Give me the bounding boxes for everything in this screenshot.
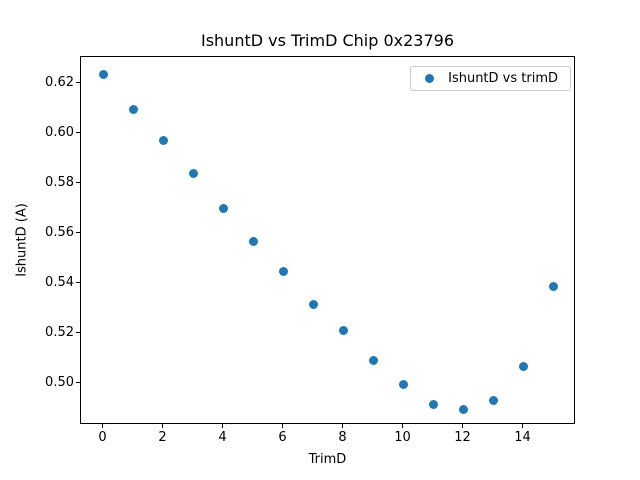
x-tick-mark [162,424,163,428]
legend-marker-dot-icon [425,74,435,83]
y-tick-mark [76,231,80,233]
scatter-point-trimd-4 [219,203,228,213]
x-tick-label: 12 [454,430,471,445]
x-axis-label: TrimD [308,452,347,467]
scatter-point-trimd-0 [99,70,108,79]
scatter-point-trimd-1 [129,104,138,114]
x-tick-label: 6 [278,430,287,445]
y-tick-label: 0.56 [45,224,74,240]
scatter-point-trimd-5 [249,236,258,246]
scatter-point-trimd-7 [309,299,318,309]
legend-label: IshuntD vs trimD [448,71,558,86]
x-tick-label: 2 [158,430,167,445]
x-tick-label: 4 [218,430,227,445]
y-tick-label: 0.52 [45,324,74,340]
y-tick-mark [76,81,80,83]
x-tick-mark [522,424,523,428]
y-tick-mark [76,281,80,283]
y-tick-label: 0.60 [45,124,74,140]
scatter-point-trimd-14 [519,361,528,371]
scatter-point-trimd-9 [369,356,378,366]
y-tick-mark [76,131,80,133]
y-tick-label: 0.54 [45,274,74,290]
y-tick-mark [76,331,80,333]
scatter-point-trimd-15 [549,281,558,291]
x-tick-label: 0 [98,430,107,445]
x-tick-mark [222,424,223,428]
x-tick-mark [102,424,103,428]
scatter-point-trimd-8 [339,325,348,335]
scatter-point-trimd-2 [159,136,168,146]
scatter-point-trimd-3 [189,168,198,178]
x-tick-label: 8 [338,430,347,445]
x-tick-mark [462,424,463,428]
legend: IshuntD vs trimD [410,66,571,91]
y-tick-label: 0.62 [45,74,74,90]
scatter-point-trimd-6 [279,267,288,276]
y-tick-label: 0.58 [45,174,74,190]
y-tick-mark [76,181,80,183]
y-tick-label: 0.50 [45,374,74,390]
x-tick-label: 10 [394,430,411,445]
x-tick-mark [282,424,283,428]
scatter-point-trimd-13 [489,396,498,406]
y-axis-label: IshuntD (A) [14,203,30,277]
scatter-point-trimd-12 [459,405,468,414]
scatter-point-trimd-10 [399,380,408,389]
scatter-point-trimd-11 [429,399,438,409]
x-tick-mark [342,424,343,428]
x-tick-mark [402,424,403,428]
x-tick-label: 14 [514,430,531,445]
y-tick-mark [76,381,80,383]
plot-area: IshuntD vs trimD [80,56,575,424]
chart-title: IshuntD vs TrimD Chip 0x23796 [200,31,455,50]
